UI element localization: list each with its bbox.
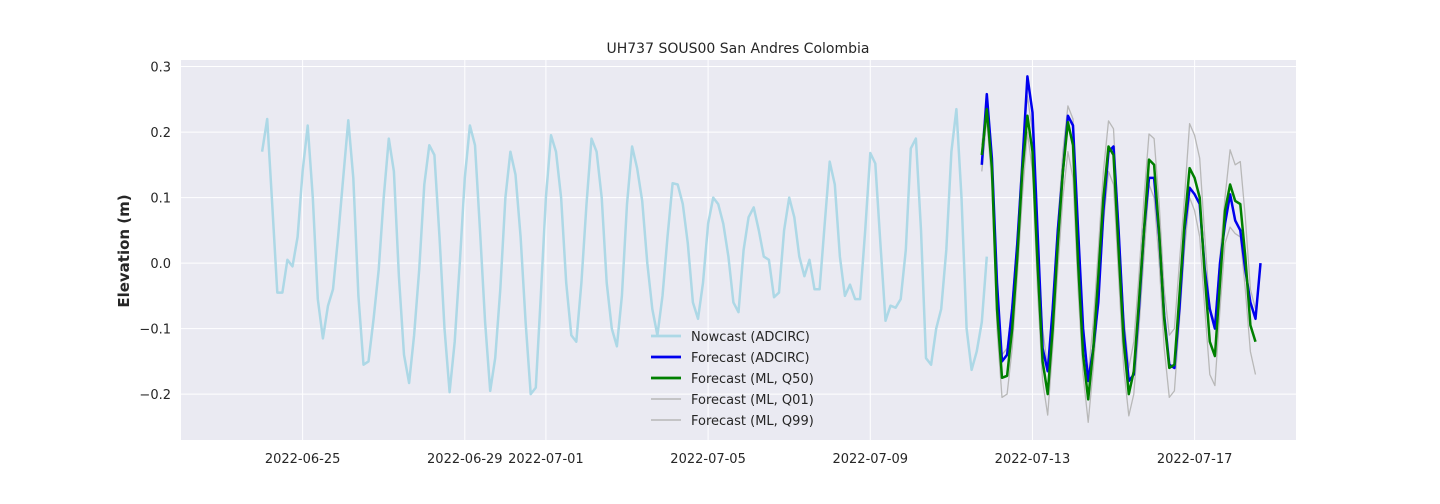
series-line-2 xyxy=(980,107,1257,401)
y-tick-label: −0.1 xyxy=(139,323,171,338)
x-tick-label: 2022-07-13 xyxy=(995,452,1071,467)
series-line-3 xyxy=(981,118,1257,423)
y-tick-label: 0.1 xyxy=(150,192,171,207)
legend: Nowcast (ADCIRC) Forecast (ADCIRC) Forecas… xyxy=(651,330,814,429)
x-tick-label: 2022-06-29 xyxy=(427,452,503,467)
legend-label: Nowcast (ADCIRC) xyxy=(691,330,810,345)
series-line-0 xyxy=(260,107,989,396)
series-group xyxy=(260,75,1262,423)
legend-label: Forecast (ML, Q01) xyxy=(691,393,814,408)
y-axis-label: Elevation (m) xyxy=(115,194,133,307)
legend-label: Forecast (ADCIRC) xyxy=(691,351,810,366)
y-tick-label: 0.2 xyxy=(150,126,171,141)
legend-label: Forecast (ML, Q99) xyxy=(691,414,814,429)
x-tick-label: 2022-07-17 xyxy=(1157,452,1233,467)
x-tick-label: 2022-07-05 xyxy=(670,452,746,467)
x-axis: 2022-06-25 2022-06-29 2022-07-01 2022-07-05… xyxy=(265,452,1233,467)
chart-title: UH737 SOUS00 San Andres Colombia xyxy=(607,41,870,57)
y-tick-label: −0.2 xyxy=(139,388,171,403)
y-axis: 0.3 0.2 0.1 0.0 −0.1 −0.2 xyxy=(139,61,171,404)
x-tick-label: 2022-06-25 xyxy=(265,452,341,467)
x-tick-label: 2022-07-09 xyxy=(832,452,908,467)
y-tick-label: 0.0 xyxy=(150,257,171,272)
grid xyxy=(181,60,1296,440)
legend-label: Forecast (ML, Q50) xyxy=(691,372,814,387)
y-tick-label: 0.3 xyxy=(150,61,171,76)
x-tick-label: 2022-07-01 xyxy=(508,452,584,467)
